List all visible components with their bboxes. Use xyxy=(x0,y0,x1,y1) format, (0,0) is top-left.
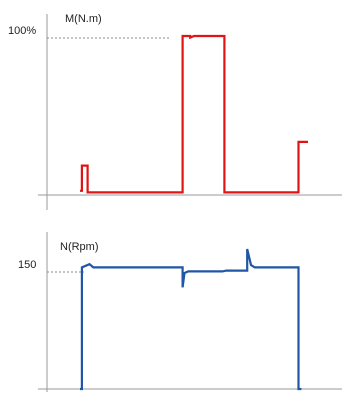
torque-reference-label: 100% xyxy=(8,25,36,37)
speed-chart: 150 N(Rpm) xyxy=(18,232,342,392)
torque-y-label: M(N.m) xyxy=(65,13,102,25)
torque-series-line xyxy=(80,34,308,194)
torque-chart: 100% M(N.m) xyxy=(8,13,342,210)
speed-reference-label: 150 xyxy=(18,259,36,271)
speed-series-line xyxy=(80,248,302,391)
speed-y-label: N(Rpm) xyxy=(60,241,99,253)
